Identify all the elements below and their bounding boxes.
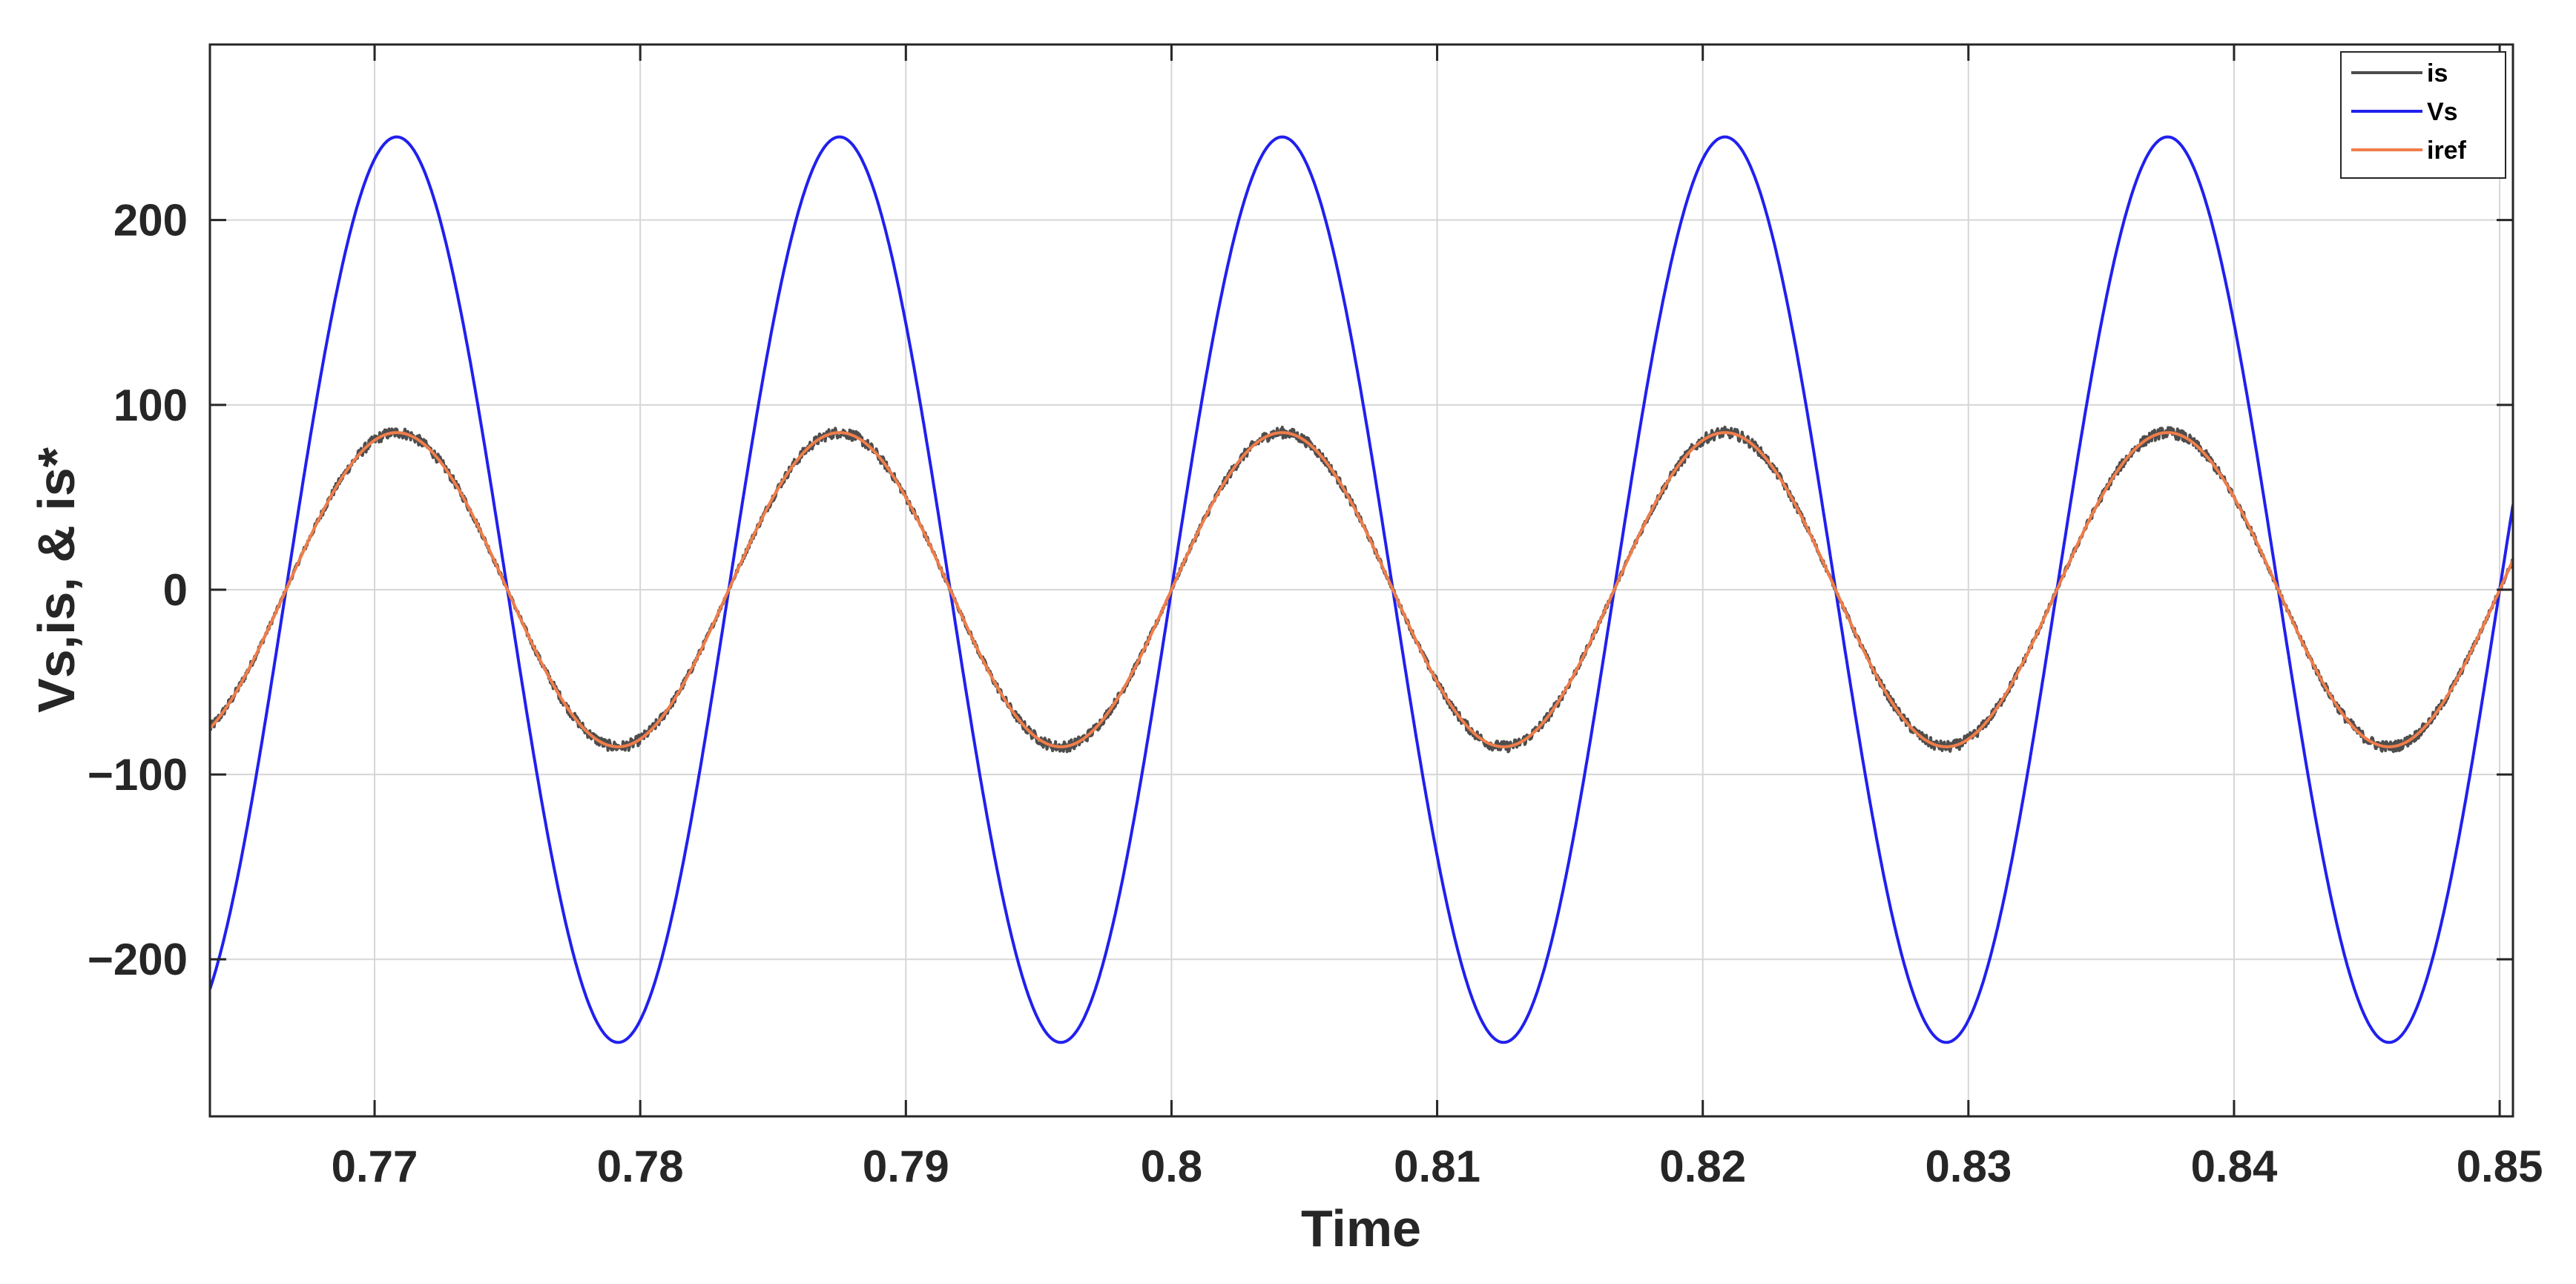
legend-label-iref: iref bbox=[2427, 136, 2467, 165]
x-tick-label: 0.83 bbox=[1925, 1142, 2012, 1191]
x-axis-ticks: 0.77 0.78 0.79 0.8 0.81 0.82 0.83 0.84 0.85 bbox=[332, 45, 2543, 1191]
y-tick-label: 200 bbox=[113, 196, 188, 246]
x-tick-label: 0.78 bbox=[597, 1142, 684, 1191]
x-axis-label: Time bbox=[1301, 1199, 1421, 1257]
y-tick-label: 0 bbox=[163, 565, 188, 615]
legend-box bbox=[2340, 51, 2506, 179]
x-tick-label: 0.82 bbox=[1659, 1142, 1746, 1191]
x-tick-label: 0.77 bbox=[332, 1142, 418, 1191]
plot-frame bbox=[208, 43, 2514, 1118]
x-tick-label: 0.81 bbox=[1394, 1142, 1480, 1191]
y-tick-label: 100 bbox=[113, 381, 188, 430]
y-tick-label: −200 bbox=[88, 935, 188, 984]
grid bbox=[210, 45, 2513, 1116]
y-axis-label: Vs,is, & is* bbox=[27, 447, 85, 713]
x-tick-label: 0.8 bbox=[1141, 1142, 1202, 1191]
legend: is Vs iref bbox=[2340, 51, 2506, 179]
legend-label-is: is bbox=[2427, 59, 2448, 88]
x-tick-label: 0.85 bbox=[2457, 1142, 2543, 1191]
series-layer bbox=[210, 135, 2513, 1044]
series-line-iref bbox=[210, 431, 2513, 748]
x-tick-label: 0.79 bbox=[863, 1142, 949, 1191]
legend-label-Vs: Vs bbox=[2427, 98, 2458, 126]
x-tick-label: 0.84 bbox=[2191, 1142, 2278, 1191]
y-axis-ticks: −200 −100 0 100 200 bbox=[88, 196, 2513, 984]
y-tick-label: −100 bbox=[88, 750, 188, 800]
plot-area bbox=[210, 45, 2513, 1116]
series-line-Vs bbox=[210, 135, 2513, 1044]
